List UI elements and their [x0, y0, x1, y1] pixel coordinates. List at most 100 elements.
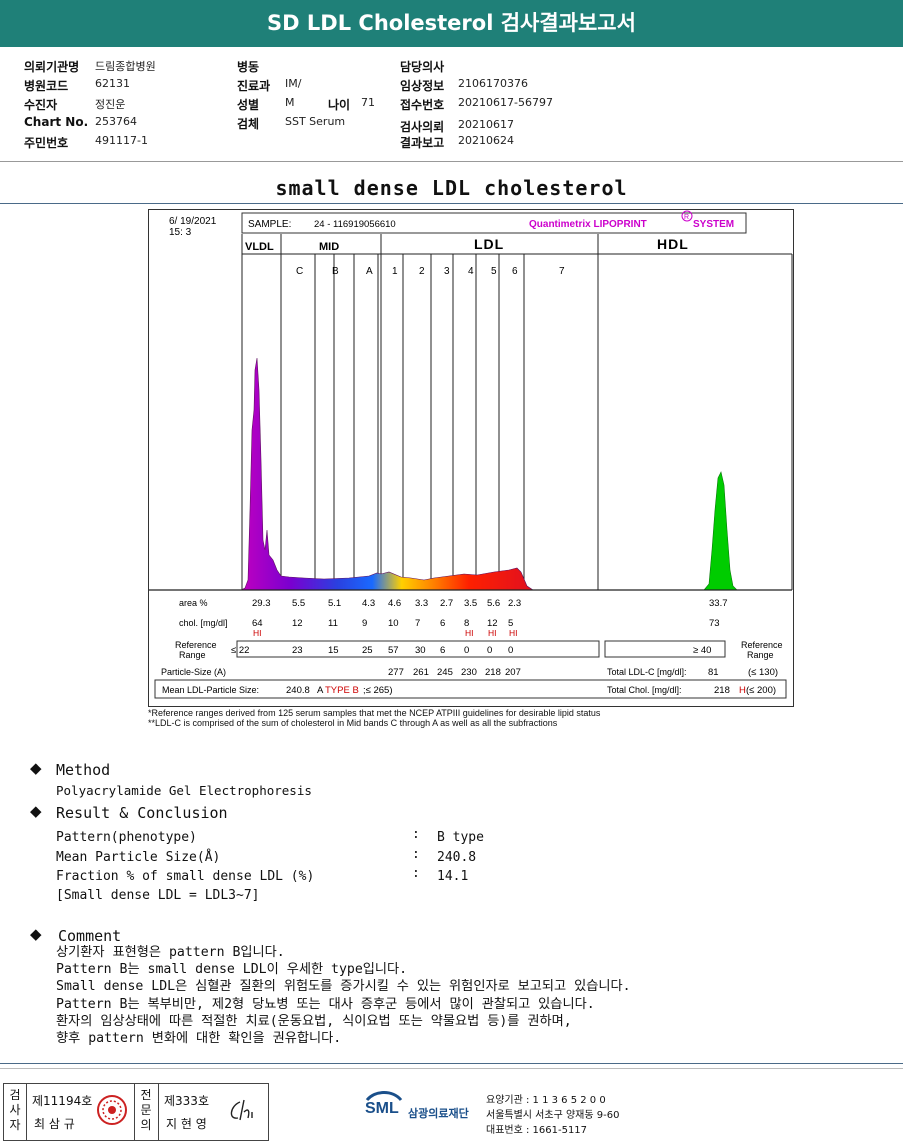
- result-value: 240.8: [437, 850, 477, 865]
- group-ldl: LDL: [474, 236, 504, 252]
- section-divider: [0, 203, 903, 204]
- band-label-2: 2: [419, 266, 425, 277]
- result-value: 14.1: [437, 869, 469, 884]
- doctor-number: 제333호: [164, 1094, 209, 1108]
- particle-label: Particle-Size (A): [161, 667, 226, 677]
- band-label-1: 1: [392, 266, 398, 277]
- registered-icon: [681, 210, 693, 222]
- chol-row-value: 64: [252, 618, 263, 629]
- area-row-value: 29.3: [252, 598, 271, 609]
- sample-value: 24 - 116919056610: [314, 219, 396, 230]
- info-value: IM/: [285, 77, 302, 90]
- report-time: 15: 3: [169, 227, 192, 238]
- info-value: 정진운: [95, 98, 126, 111]
- chol-row-value: 5: [508, 618, 513, 629]
- info-label: 주민번호: [24, 136, 69, 150]
- registered-mark: R: [684, 214, 689, 221]
- info-value: 20210617-56797: [458, 96, 553, 109]
- info-label: 담당의사: [400, 60, 445, 74]
- comment-line: 향후 pattern 변화에 대한 확인을 권유합니다.: [56, 1031, 342, 1046]
- mean-size-box: [154, 679, 787, 699]
- ref-value: 57: [388, 645, 399, 656]
- diamond-bullet-icon: ◆: [30, 759, 42, 777]
- info-value: 2106170376: [458, 77, 528, 90]
- band-label-B: B: [332, 266, 339, 277]
- note-1: *Reference ranges derived from 125 serum…: [148, 708, 601, 718]
- band-label-A: A: [366, 266, 373, 277]
- total-chol-value: 218: [714, 685, 730, 696]
- total-chol-label: Total Chol. [mg/dl]:: [607, 685, 682, 695]
- particle-value: 277: [388, 667, 404, 678]
- info-label: 수진자: [24, 98, 58, 112]
- area-row-value: 5.6: [487, 598, 500, 609]
- info-value: 491117-1: [95, 134, 148, 147]
- section-title: small dense LDL cholesterol: [275, 176, 628, 200]
- band-label-3: 3: [444, 266, 450, 277]
- ref-value: 0: [508, 645, 513, 656]
- hdl-peak: [703, 471, 738, 591]
- bottom-divider: [0, 1063, 903, 1064]
- brand-suffix: SYSTEM: [693, 219, 734, 230]
- org-line-2: 서울특별시 서초구 양재동 9-60: [486, 1110, 620, 1121]
- area-row-label: area %: [179, 598, 208, 608]
- comment-line: 환자의 임상상태에 따른 적절한 치료(운동요법, 식이요법 또는 약물요법 등…: [56, 1013, 572, 1029]
- doctor-name: 지 현 영: [166, 1117, 207, 1131]
- ref-label-right-2: Range: [747, 650, 774, 660]
- ref-value: ≤ 22: [231, 645, 249, 656]
- info-value: 드림종합병원: [95, 60, 156, 73]
- result-label: Pattern(phenotype): [56, 830, 197, 845]
- result-value: B type: [437, 830, 484, 845]
- age-value: 71: [361, 96, 375, 109]
- particle-value: 261: [413, 667, 429, 678]
- band-label-6: 6: [512, 266, 518, 277]
- chol-row-value: 10: [388, 618, 399, 629]
- info-label: 진료과: [237, 79, 271, 93]
- chol-row-hdl: 73: [709, 618, 720, 629]
- chol-row-value: 6: [440, 618, 445, 629]
- result-note: [Small dense LDL = LDL3~7]: [56, 888, 260, 903]
- band-label-7: 7: [559, 266, 565, 277]
- result-heading: Result & Conclusion: [56, 804, 228, 822]
- total-ldl-label: Total LDL-C [mg/dl]:: [607, 667, 687, 677]
- info-label: 병동: [237, 60, 260, 74]
- info-label: 검체: [237, 117, 260, 131]
- comment-line: 상기환자 표현형은 pattern B입니다.: [56, 945, 285, 960]
- hi-flag: HI: [465, 628, 474, 638]
- chol-row-value: 7: [415, 618, 420, 629]
- area-row-value: 4.6: [388, 598, 401, 609]
- patient-info: 의뢰기관명 드림종합병원 병원코드 62131 수진자 정진운 Chart No. 25376…: [0, 50, 903, 160]
- inspector-number: 제11194호: [32, 1094, 93, 1108]
- particle-value: 230: [461, 667, 477, 678]
- diamond-bullet-icon: ◆: [30, 925, 42, 943]
- ref-range-box: [236, 640, 600, 658]
- info-value: SST Serum: [285, 115, 346, 128]
- info-label: 의뢰기관명: [24, 60, 80, 74]
- hi-flag: HI: [253, 628, 262, 638]
- ref-label-2: Range: [179, 650, 206, 660]
- report-date: 6/ 19/2021: [169, 216, 217, 227]
- result-separator: :: [412, 847, 420, 862]
- result-separator: :: [412, 866, 420, 881]
- result-label: Mean Particle Size(Å): [56, 850, 221, 865]
- bottom-divider-2: [0, 1068, 903, 1069]
- area-row-value: 2.7: [440, 598, 453, 609]
- comment-line: Pattern B는 복부비만, 제2형 당뇨병 또는 대사 증후군 등에서 많…: [56, 996, 595, 1012]
- band-label-4: 4: [468, 266, 474, 277]
- area-row-value: 5.1: [328, 598, 341, 609]
- org-name: 삼광의료재단: [408, 1107, 469, 1120]
- total-chol-flag: H: [739, 685, 746, 696]
- info-label: 병원코드: [24, 79, 69, 93]
- chol-row-value: 12: [292, 618, 303, 629]
- ref-value: 0: [464, 645, 469, 656]
- mean-size-ref: ;≤ 265): [363, 685, 393, 696]
- comment-heading: Comment: [58, 927, 122, 945]
- area-row-value: 4.3: [362, 598, 375, 609]
- info-value: 20210617: [458, 118, 514, 131]
- ref-value: 30: [415, 645, 426, 656]
- chol-row-value: 11: [328, 618, 338, 629]
- particle-value: 245: [437, 667, 453, 678]
- note-2: **LDL-C is comprised of the sum of chole…: [148, 718, 558, 728]
- info-label: 임상정보: [400, 79, 445, 93]
- area-row-value: 3.3: [415, 598, 428, 609]
